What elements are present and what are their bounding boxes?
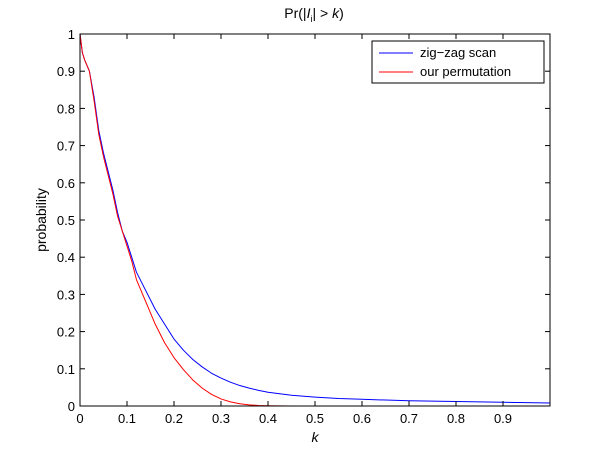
x-tick-label: 0 [76,411,83,426]
x-tick-label: 0.7 [400,411,418,426]
y-tick-label: 0.2 [57,325,75,340]
x-tick-label: 0.2 [165,411,183,426]
x-tick-label: 0.8 [447,411,465,426]
y-tick-label: 0.5 [57,213,75,228]
y-tick-label: 0.7 [57,139,75,154]
legend: zig−zag scan our permutation [371,40,545,84]
y-tick-label: 0.1 [57,362,75,377]
y-tick-label: 0.9 [57,64,75,79]
chart-title: Pr(|Ii| > k) [284,5,343,24]
x-tick-label: 0.4 [259,411,277,426]
y-tick-labels: 0 0.1 0.2 0.3 0.4 0.5 0.6 0.7 0.8 0.9 1 [57,27,75,414]
legend-box [371,40,545,84]
svg-text:Pr(|Ii| > k): Pr(|Ii| > k) [284,5,343,24]
y-tick-label: 0.8 [57,101,75,116]
x-tick-labels: 0 0.1 0.2 0.3 0.4 0.5 0.6 0.7 0.8 0.9 [76,411,512,426]
x-axis-label: k [312,429,320,445]
y-tick-label: 0.3 [57,287,75,302]
y-tick-label: 0 [68,399,75,414]
y-tick-label: 1 [68,27,75,42]
x-tick-label: 0.9 [494,411,512,426]
y-axis-label: probability [33,188,49,252]
y-tick-label: 0.4 [57,250,75,265]
x-tick-label: 0.1 [118,411,136,426]
legend-label-our-permutation: our permutation [420,64,511,79]
legend-label-zig-zag-scan: zig−zag scan [420,45,496,60]
y-tick-label: 0.6 [57,176,75,191]
series-line-zig-zag-scan [79,33,551,404]
x-tick-label: 0.5 [306,411,324,426]
plot-area [80,34,550,406]
x-tick-label: 0.6 [353,411,371,426]
ticks-layer [79,33,550,407]
x-tick-label: 0.3 [212,411,230,426]
